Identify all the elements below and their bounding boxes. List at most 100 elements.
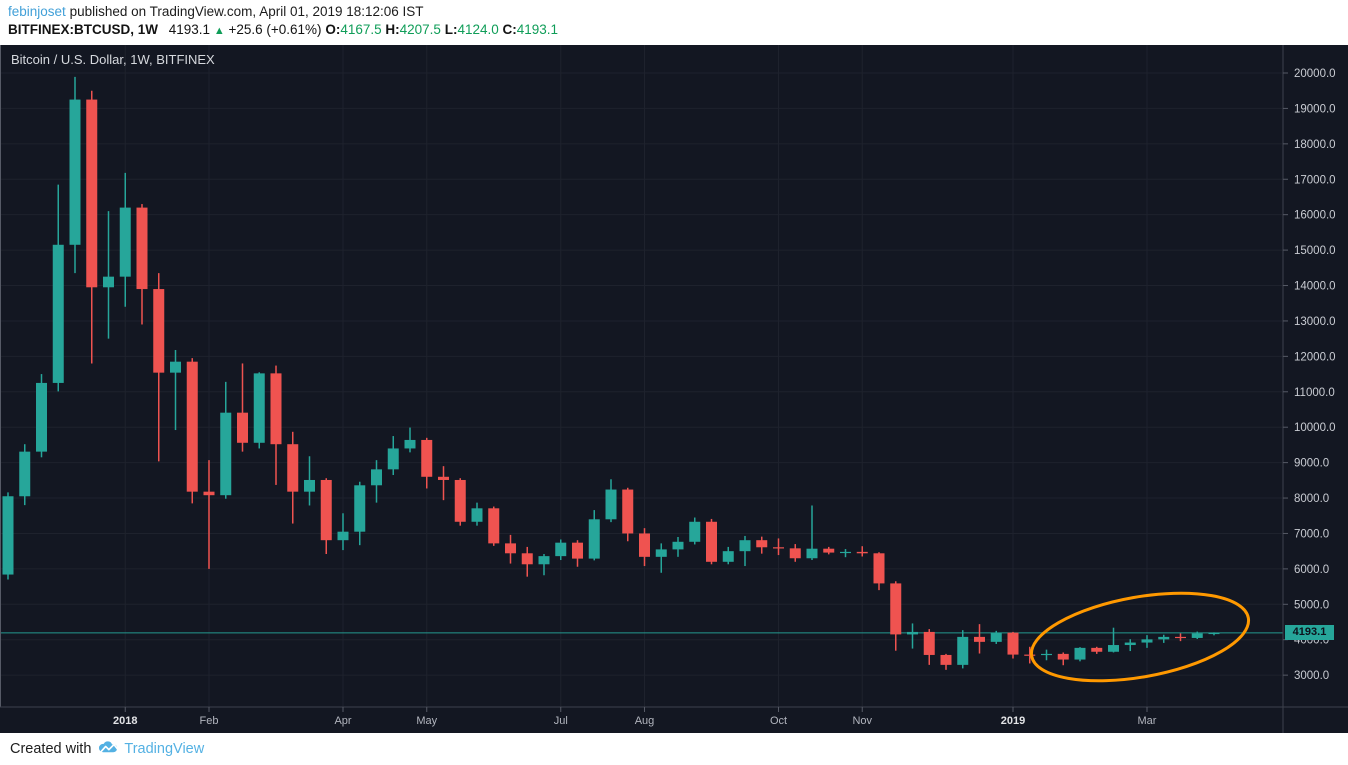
candle-body [672,541,684,550]
candle-body [1191,633,1203,638]
x-axis-label: Aug [635,715,655,727]
candle-body [354,485,366,532]
symbol-name: BITFINEX:BTCUSD, 1W [8,22,158,37]
snapshot-header: febinjoset published on TradingView.com,… [0,0,1348,45]
candle-body [773,547,784,549]
y-axis-label: 15000.0 [1294,245,1336,257]
candle-body [505,543,516,554]
x-axis-label: Apr [334,715,351,727]
y-axis-label: 17000.0 [1294,174,1336,186]
y-axis-label: 3000.0 [1294,670,1329,682]
candle-body [36,382,47,452]
candle-body [873,553,885,584]
candle-body [136,207,148,290]
candle-body [940,654,952,665]
candle-body [823,548,835,553]
symbol-ohlc-line: BITFINEX:BTCUSD, 1W 4193.1 ▲ +25.6 (+0.6… [8,21,1348,40]
price-change: +25.6 (+0.61%) [228,22,322,37]
y-axis-label: 18000.0 [1294,139,1336,151]
x-axis-label: Feb [200,715,219,727]
open-label: O: [325,22,341,37]
candle-body [1091,647,1103,652]
y-axis-label: 11000.0 [1294,387,1335,399]
candle-body [1041,653,1052,656]
low-label: L: [444,22,458,37]
candle-body [1158,636,1170,640]
y-axis-label: 12000.0 [1294,351,1336,363]
candle-body [454,479,466,522]
chart-pane[interactable]: 3000.0 4000.0 5000.0 6000.0 7000.0 8000.0 9000… [0,45,1348,733]
y-axis-label: 5000.0 [1294,599,1329,611]
candle-body [2,496,14,575]
created-with-text: Created with [10,741,92,757]
x-axis-label: Oct [770,715,787,727]
candle-body [1141,639,1153,643]
high-value: 4207.5 [399,22,441,37]
candle-body [521,553,533,565]
x-axis-label: Nov [852,715,872,727]
candle-body [756,540,768,548]
published-line: febinjoset published on TradingView.com,… [8,3,1348,21]
y-axis-label: 14000.0 [1294,281,1336,293]
low-value: 4124.0 [457,22,499,37]
candle-body [706,521,717,562]
candle-body [220,412,232,496]
candle-body [421,439,433,477]
tradingview-logo-icon[interactable] [98,741,121,757]
y-axis-label: 16000.0 [1294,210,1336,222]
candle-body [1124,642,1136,646]
candle-body [689,521,701,542]
candle-body [639,533,650,557]
high-label: H: [385,22,400,37]
candle-body [69,99,81,245]
y-axis-label: 19000.0 [1294,103,1336,115]
candle-body [337,531,349,541]
y-axis-label: 8000.0 [1294,493,1329,505]
candlestick-chart[interactable]: 3000.04000.05000.06000.07000.08000.09000… [0,45,1348,733]
candle-body [572,542,583,559]
y-axis-label: 6000.0 [1294,564,1329,576]
y-axis-label: 13000.0 [1294,316,1336,328]
candle-body [1208,632,1220,635]
candle-body [622,489,634,534]
up-arrow-icon: ▲ [213,25,225,37]
candle-body [203,491,215,496]
candle-body [1108,645,1119,652]
candle-body [840,551,851,554]
candle-body [655,549,667,557]
candle-body [789,548,801,559]
y-axis-label: 20000.0 [1294,68,1336,80]
candle-body [1074,647,1086,660]
chart-legend-title: Bitcoin / U.S. Dollar, 1W, BITFINEX [11,52,215,67]
candle-body [588,519,600,559]
candle-body [253,373,265,443]
candle-body [52,244,64,383]
x-axis-label: 2019 [1001,715,1025,727]
y-axis-label: 10000.0 [1294,422,1336,434]
candle-body [1175,636,1186,639]
candle-body [856,551,868,554]
tradingview-link[interactable]: TradingView [124,741,205,757]
x-axis-label: Jul [554,715,568,727]
candle-body [1057,653,1069,660]
candle-body [538,556,550,565]
candle-body [488,508,500,544]
author-link[interactable]: febinjoset [8,4,66,19]
close-label: C: [502,22,517,37]
candle-body [438,476,449,480]
open-value: 4167.5 [340,22,382,37]
candle-body [722,551,734,562]
candle-body [739,540,751,552]
candle-body [387,448,399,470]
candle-body [806,548,818,559]
candle-body [923,631,935,655]
annotation-ellipse[interactable] [1025,579,1256,696]
candle-body [304,479,315,492]
close-value: 4193.1 [516,22,559,37]
candle-body [86,99,98,288]
candle-body [907,631,918,635]
candle-body [890,583,902,635]
candle-body [287,444,299,492]
candle-body [404,439,416,449]
candle-body [957,636,969,665]
